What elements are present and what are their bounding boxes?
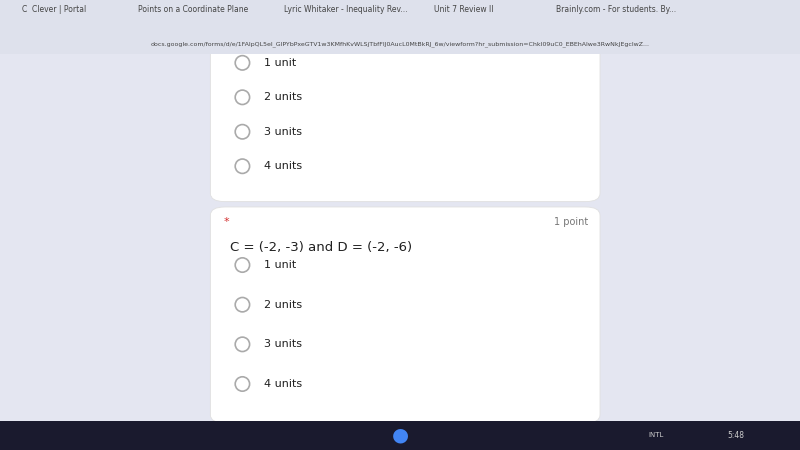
Text: A = (3, 5) and B = (3, 6): A = (3, 5) and B = (3, 6) [230,38,393,51]
Text: 1 unit: 1 unit [264,58,296,68]
FancyBboxPatch shape [0,421,800,450]
Ellipse shape [235,377,250,391]
Text: Lyric Whitaker - Inequality Rev...: Lyric Whitaker - Inequality Rev... [284,5,407,14]
Text: C  Clever | Portal: C Clever | Portal [22,5,86,14]
Text: 2 units: 2 units [264,300,302,310]
FancyBboxPatch shape [210,9,600,202]
Text: Unit 7 Review II: Unit 7 Review II [434,5,494,14]
Ellipse shape [235,337,250,351]
Text: ●: ● [391,426,409,445]
Ellipse shape [235,159,250,173]
Text: docs.google.com/forms/d/e/1FAlpQL5el_GlPYbPxeGTV1w3KMfhKvWLSjTbfFlJ0AucL0MtBkRJ_: docs.google.com/forms/d/e/1FAlpQL5el_GlP… [150,41,650,47]
FancyBboxPatch shape [210,207,600,423]
FancyBboxPatch shape [0,0,800,54]
Text: Points on a Coordinate Plane: Points on a Coordinate Plane [138,5,249,14]
Text: 1 point: 1 point [554,19,588,29]
Text: INTL: INTL [648,432,664,438]
Text: 4 units: 4 units [264,379,302,389]
Ellipse shape [235,297,250,312]
Ellipse shape [235,258,250,272]
Text: Brainly.com - For students. By...: Brainly.com - For students. By... [556,5,676,14]
Text: 2 units: 2 units [264,92,302,102]
Text: C = (-2, -3) and D = (-2, -6): C = (-2, -3) and D = (-2, -6) [230,240,413,253]
Text: 4 units: 4 units [264,161,302,171]
Text: 1 point: 1 point [554,217,588,227]
Text: 1 unit: 1 unit [264,260,296,270]
Text: 3 units: 3 units [264,127,302,137]
Text: 5:48: 5:48 [727,431,745,440]
Ellipse shape [235,125,250,139]
Text: *: * [224,217,230,227]
Ellipse shape [235,90,250,104]
Ellipse shape [235,56,250,70]
Text: 3 units: 3 units [264,339,302,349]
